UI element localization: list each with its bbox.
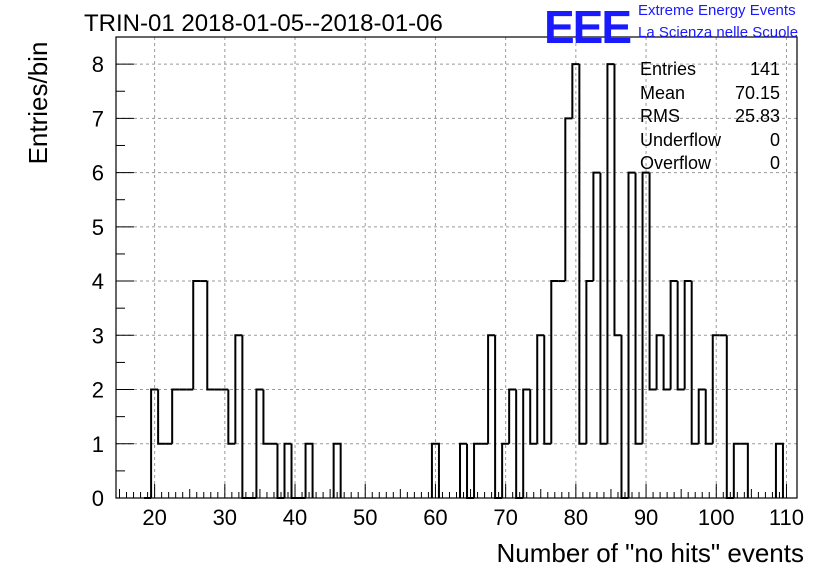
x-tick-label: 80 [564,505,588,530]
x-axis-ticks: 20 30 40 50 60 70 80 90 100 110 [119,484,804,530]
histogram-bin [711,334,720,444]
x-tick-label: 60 [423,505,447,530]
histogram-bin [620,335,629,499]
stat-value: 0 [769,153,780,173]
histogram-bin [332,442,342,498]
histogram-bin [206,281,215,391]
stat-value: 141 [749,59,780,79]
x-tick-label: 20 [142,505,166,530]
x-tick-label: 100 [698,505,735,530]
stat-row-overflow: Overflow 0 [640,152,780,176]
x-tick-label: 30 [213,505,237,530]
stat-row-rms: RMS 25.83 [640,105,780,129]
histogram-bin [592,171,601,282]
histogram-bin [459,442,468,498]
x-axis-label: Number of "no hits" events [496,538,805,568]
stats-box: Entries 141 Mean 70.15 RMS 25.83 Underfl… [640,58,780,176]
histogram-bin [487,334,496,444]
y-tick-label: 4 [92,269,104,294]
logo-text-line2: La Scienza nelle Scuole [638,24,799,41]
histogram-bin [599,172,608,445]
histogram-bin [543,335,552,445]
x-tick-label: 50 [353,505,377,530]
histogram-bin [669,280,678,390]
histogram-bin [304,442,314,498]
histogram-bin [508,388,517,444]
histogram-bin [283,442,292,498]
histogram-bin [150,388,159,498]
histogram-bin [550,280,559,444]
histogram-bin [234,334,243,444]
histogram-bin [704,389,713,445]
stat-label: Underflow [640,129,722,150]
y-tick-label: 2 [92,378,104,403]
histogram-bin [564,117,573,282]
histogram-bin [430,442,440,498]
x-tick-label: 40 [283,505,307,530]
histogram-bin [613,64,622,337]
histogram-bin [529,389,538,445]
histogram-bin [740,442,749,498]
histogram-bin [276,443,285,499]
grid-lines [116,37,797,498]
histogram-bin [255,388,264,498]
histogram-bin [501,442,510,498]
histogram-bin [725,335,734,499]
stat-label: Mean [640,82,686,103]
y-tick-label: 8 [92,52,104,77]
stat-row-entries: Entries 141 [640,58,780,82]
histogram-bin [606,63,615,444]
histogram-bin [157,389,166,445]
histogram-bin [227,389,236,445]
x-tick-label: 70 [493,505,517,530]
histogram-bin [473,442,482,498]
histogram-bin [192,280,201,390]
logo-text-line1: Extreme Energy Events [638,2,796,19]
histogram-bin [241,335,250,499]
histogram-bin [262,389,271,445]
histogram-bin [571,63,580,119]
stat-label: RMS [640,106,680,126]
stat-row-underflow: Underflow 0 [640,129,780,153]
histogram-bins [144,63,784,499]
histogram-bin [655,334,664,390]
y-axis-label: Entries/bin [23,41,53,165]
histogram-bin [578,64,587,445]
eee-logo: EEE [544,1,632,53]
y-tick-label: 5 [92,215,104,240]
stat-label: Overflow [640,153,712,173]
stat-row-mean: Mean 70.15 [640,82,780,106]
histogram-bin [774,442,784,498]
histogram-bin [171,388,180,444]
x-tick-label: 110 [769,505,804,530]
histogram-bin [494,335,503,499]
histogram-bin [683,280,692,390]
histogram-bin [536,334,545,444]
histogram-bin [697,388,706,444]
histogram-bin [522,388,531,498]
histogram-bin [662,335,671,391]
y-tick-label: 6 [92,161,104,186]
x-tick-label: 90 [634,505,658,530]
y-tick-label: 7 [92,106,104,131]
y-tick-label: 3 [92,323,104,348]
y-axis-ticks: 0 1 2 3 4 5 6 7 8 [92,52,134,511]
stat-value: 25.83 [734,106,780,126]
histogram-bin [634,172,643,445]
stat-value: 70.15 [734,82,780,103]
y-tick-label: 1 [92,432,104,457]
histogram-bin [732,442,741,498]
histogram-bin [676,281,685,391]
histogram-bin [641,171,650,444]
chart-title: TRIN-01 2018-01-05--2018-01-06 [84,10,443,37]
stat-value: 0 [769,129,780,150]
histogram-bin [627,171,636,498]
y-tick-label: 0 [92,486,104,511]
histogram-bin [648,172,657,391]
stat-label: Entries [640,59,697,79]
histogram-bin [690,281,699,445]
histogram-bin [585,280,594,444]
